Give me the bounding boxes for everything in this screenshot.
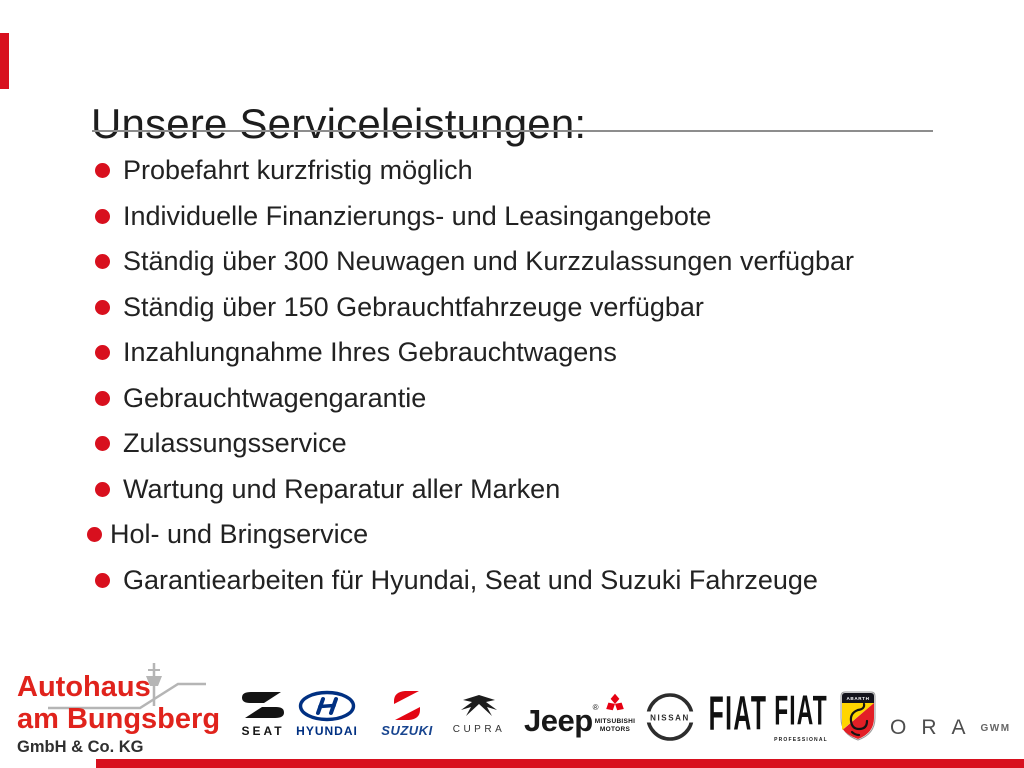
- list-item: Ständig über 150 Gebrauchtfahrzeuge verf…: [95, 285, 854, 331]
- cupra-wordmark: CUPRA: [452, 724, 506, 735]
- hyundai-emblem-icon: [298, 690, 356, 722]
- fiat-professional-sub: PROFESSIONAL: [774, 737, 828, 743]
- list-item-text: Wartung und Reparatur aller Marken: [123, 473, 561, 504]
- bullet-icon: [95, 436, 110, 452]
- gwm-wordmark: GWM: [980, 722, 1011, 734]
- cupra-emblem-icon: [461, 695, 497, 716]
- list-item-text: Ständig über 150 Gebrauchtfahrzeuge verf…: [123, 291, 704, 322]
- bullet-icon: [95, 299, 110, 315]
- list-item: Probefahrt kurzfristig möglich: [95, 148, 854, 194]
- dealer-name-line1: Autohaus: [17, 671, 151, 703]
- list-item-text: Hol- und Bringservice: [110, 519, 369, 550]
- ora-wordmark: ORA: [890, 716, 981, 739]
- cupra-logo: CUPRA: [451, 692, 507, 735]
- seat-logo: SEAT: [236, 690, 290, 738]
- fiat-wordmark: FIAT: [708, 685, 768, 741]
- title-divider: [92, 130, 933, 132]
- registered-mark: ®: [592, 703, 599, 712]
- list-item-text: Inzahlungnahme Ihres Gebrauchtwagens: [123, 337, 617, 368]
- hyundai-logo: HYUNDAI: [294, 690, 360, 738]
- mitsubishi-word2: MOTORS: [599, 725, 631, 733]
- list-item: Wartung und Reparatur aller Marken: [95, 467, 854, 513]
- list-item-text: Gebrauchtwagengarantie: [123, 382, 427, 413]
- nissan-emblem-icon: NISSAN: [644, 693, 696, 741]
- list-item: Hol- und Bringservice: [87, 512, 854, 558]
- bullet-icon: [95, 345, 110, 361]
- ora-logo: ORA GWM: [890, 716, 1024, 740]
- dealer-name-line2: am Bungsberg: [17, 703, 221, 735]
- list-item-text: Individuelle Finanzierungs- und Leasinga…: [123, 200, 712, 231]
- bullet-icon: [95, 390, 110, 406]
- list-item: Inzahlungnahme Ihres Gebrauchtwagens: [95, 330, 854, 376]
- mitsubishi-wordmark: MITSUBISHI MOTORS: [592, 718, 638, 734]
- suzuki-wordmark: SUZUKI: [381, 723, 433, 738]
- abarth-wordmark: ABARTH: [847, 696, 870, 701]
- list-item-text: Ständig über 300 Neuwagen und Kurzzulass…: [123, 246, 855, 277]
- suzuki-emblem-icon: [394, 691, 420, 720]
- list-item-text: Garantiearbeiten für Hyundai, Seat und S…: [123, 564, 818, 595]
- seat-wordmark: SEAT: [241, 724, 285, 738]
- mitsubishi-emblem-icon: [606, 693, 624, 711]
- nissan-logo: NISSAN: [644, 692, 696, 744]
- bullet-icon: [95, 572, 110, 588]
- abarth-emblem-icon: ABARTH: [840, 691, 876, 741]
- bottom-accent-bar: [96, 759, 1024, 768]
- jeep-wordmark: Jeep: [524, 703, 593, 738]
- bullet-icon: [95, 481, 110, 497]
- bullet-icon: [95, 208, 110, 224]
- suzuki-logo: SUZUKI: [375, 690, 439, 738]
- service-list: Probefahrt kurzfristig möglich Individue…: [87, 148, 854, 604]
- bullet-icon: [87, 527, 102, 543]
- mitsubishi-word1: MITSUBISHI: [594, 718, 636, 725]
- list-item-text: Probefahrt kurzfristig möglich: [123, 155, 473, 186]
- fiat-professional-logo: FIAT PROFESSIONAL: [772, 687, 830, 743]
- page-title: Unsere Serviceleistungen:: [91, 100, 587, 148]
- list-item-text: Zulassungsservice: [123, 428, 347, 459]
- list-item: Ständig über 300 Neuwagen und Kurzzulass…: [95, 239, 854, 285]
- nissan-wordmark: NISSAN: [650, 714, 690, 723]
- dealer-legal-form: GmbH & Co. KG: [17, 738, 144, 756]
- mitsubishi-logo: MITSUBISHI MOTORS: [592, 691, 638, 734]
- list-item: Garantiearbeiten für Hyundai, Seat und S…: [95, 558, 854, 604]
- jeep-logo: Jeep®: [524, 703, 599, 739]
- bungsberg-tower-icon: [48, 663, 206, 710]
- top-left-accent-bar: [0, 33, 9, 89]
- list-item: Zulassungsservice: [95, 421, 854, 467]
- fiat-professional-wordmark: FIAT: [774, 687, 828, 735]
- abarth-logo: ABARTH: [838, 690, 878, 742]
- list-item: Gebrauchtwagengarantie: [95, 376, 854, 422]
- bullet-icon: [95, 163, 110, 179]
- hyundai-wordmark: HYUNDAI: [296, 724, 358, 738]
- bullet-icon: [95, 254, 110, 270]
- fiat-logo: FIAT: [707, 689, 769, 737]
- seat-emblem-icon: [242, 692, 284, 718]
- list-item: Individuelle Finanzierungs- und Leasinga…: [95, 194, 854, 240]
